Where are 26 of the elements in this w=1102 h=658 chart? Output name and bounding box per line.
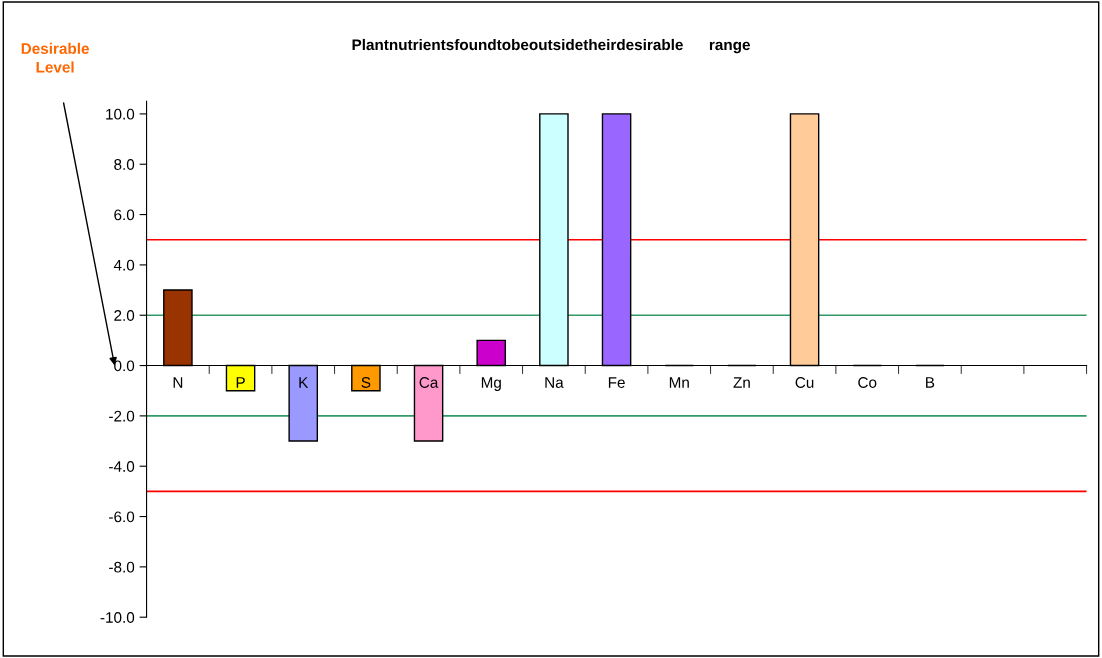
x-tick-label: Mn bbox=[669, 377, 689, 388]
y-tick-label: -10.0 bbox=[100, 612, 135, 623]
x-tick-label: B bbox=[926, 377, 935, 388]
x-tick-label: Ca bbox=[419, 377, 439, 388]
x-tick-label: Mg bbox=[481, 377, 501, 391]
y-tick-label: 2.0 bbox=[114, 310, 135, 321]
y-tick-label: 6.0 bbox=[114, 209, 135, 221]
y-tick-label: -2.0 bbox=[109, 410, 135, 422]
y-tick-label: -8.0 bbox=[109, 561, 135, 573]
x-tick-label: Fe bbox=[608, 377, 625, 388]
x-tick-label: K bbox=[299, 377, 309, 388]
y-tick-label: 0.0 bbox=[114, 360, 135, 372]
x-tick-label: Cu bbox=[795, 377, 814, 388]
x-tick-label: N bbox=[173, 377, 183, 388]
y-tick-label: 8.0 bbox=[114, 159, 135, 170]
y-tick-label: -6.0 bbox=[109, 511, 135, 523]
text: Desirable Level bbox=[21, 42, 89, 73]
chart-title: Plantnutrientsfoundtobeoutsidetheirdesirable range bbox=[352, 38, 750, 54]
y-tick-label: -4.0 bbox=[109, 461, 135, 472]
y-tick-label: 10.0 bbox=[106, 108, 135, 120]
y-tick-label: 4.0 bbox=[113, 259, 135, 271]
x-tick-label: Co bbox=[858, 377, 877, 388]
x-tick-label: Na bbox=[545, 377, 564, 388]
x-tick-label: S bbox=[361, 377, 371, 388]
x-tick-label: Zn bbox=[733, 377, 750, 388]
x-tick-label: P bbox=[236, 377, 245, 388]
